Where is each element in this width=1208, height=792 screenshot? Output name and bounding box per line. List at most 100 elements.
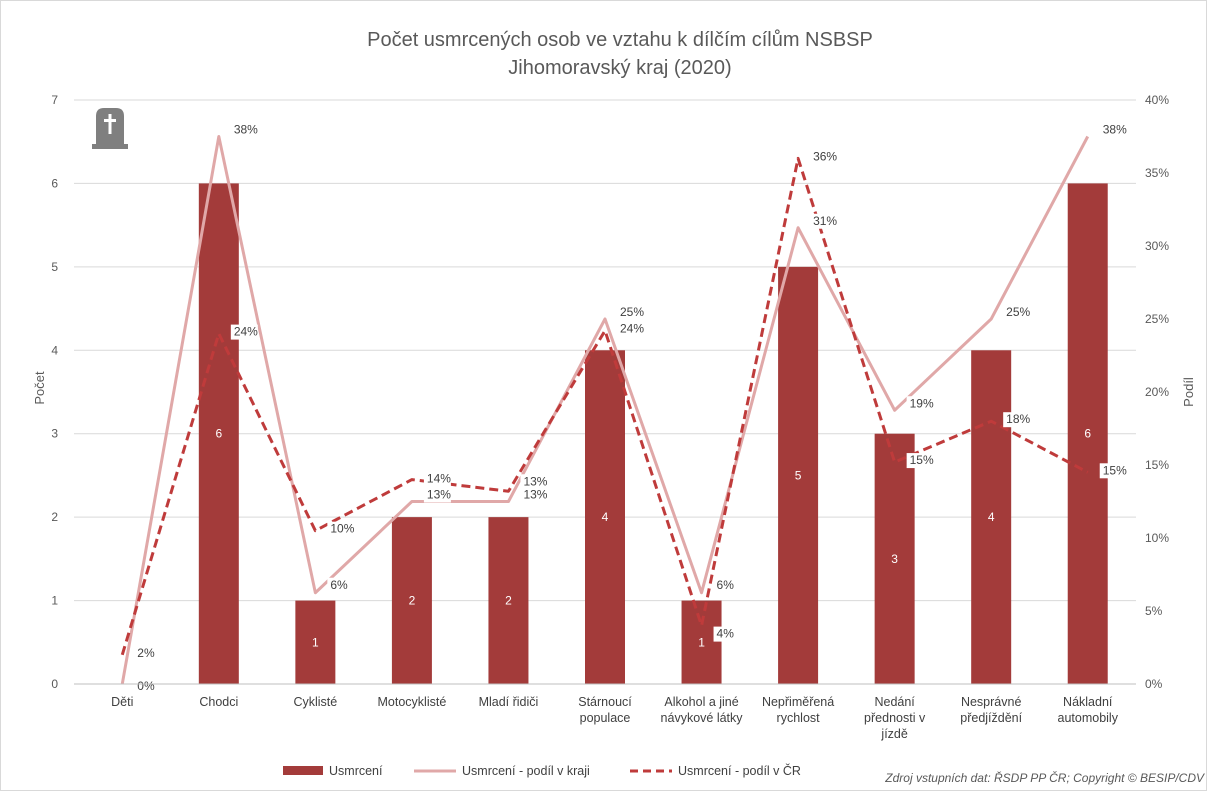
- pct-label-kraj: 6%: [330, 578, 348, 592]
- pct-label-cr: 15%: [910, 453, 934, 467]
- bar-value-label: 5: [795, 468, 802, 482]
- x-tick-label: Alkohol a jiné: [664, 695, 738, 709]
- line-podil-kraj: [120, 135, 1090, 685]
- bar: [198, 183, 239, 684]
- x-tick-label: návykové látky: [661, 711, 744, 725]
- pct-label-cr-bg: [713, 626, 734, 642]
- y2-tick-label: 10%: [1145, 531, 1169, 545]
- pct-label-cr-bg: [1003, 412, 1031, 428]
- legend-label-podil-cr: Usmrcení - podíl v ČR: [678, 763, 801, 778]
- y2-axis-title: Podíl: [1181, 377, 1196, 407]
- pct-label-kraj-bg: [713, 577, 734, 593]
- y2-tick-label: 5%: [1145, 604, 1163, 618]
- pct-label-cr: 2%: [137, 646, 155, 660]
- data-source-note: Zdroj vstupních dat: ŘSDP PP ČR; Copyrig…: [884, 770, 1205, 785]
- bar: [1067, 183, 1108, 684]
- x-tick-label: Cyklisté: [293, 695, 337, 709]
- bar: [778, 266, 819, 684]
- y-tick-label: 2: [51, 510, 58, 524]
- y-tick-label: 3: [51, 427, 58, 441]
- pct-label-kraj: 0%: [137, 679, 155, 693]
- tombstone-icon: [92, 108, 128, 149]
- pct-label-kraj-bg: [230, 122, 258, 138]
- x-tick-label: Nákladní: [1063, 695, 1113, 709]
- y-tick-label: 5: [51, 260, 58, 274]
- pct-label-cr: 24%: [234, 325, 258, 339]
- y2-tick-label: 35%: [1145, 166, 1169, 180]
- pct-label-cr: 4%: [717, 627, 735, 641]
- pct-label-cr: 24%: [620, 322, 644, 336]
- y-tick-label: 7: [51, 93, 58, 107]
- pct-label-cr: 14%: [427, 472, 451, 486]
- pct-label-kraj: 31%: [813, 214, 837, 228]
- chart-title: Počet usmrcených osob ve vztahu k dílčím…: [367, 29, 873, 51]
- pct-label-cr-bg: [617, 321, 644, 337]
- chart-subtitle: Jihomoravský kraj (2020): [508, 57, 731, 79]
- pct-label-kraj: 19%: [910, 396, 934, 410]
- pct-label-kraj: 13%: [523, 488, 547, 502]
- x-tick-label: Děti: [111, 695, 133, 709]
- x-tick-label: Stárnoucí: [578, 695, 632, 709]
- x-tick-label: Nedání: [874, 695, 915, 709]
- bar-value-label: 4: [988, 510, 995, 524]
- x-tick-label: rychlost: [777, 711, 821, 725]
- y-axis-title: Počet: [32, 371, 47, 405]
- bar: [585, 350, 625, 684]
- bar-value-label: 4: [602, 510, 609, 524]
- bar-value-label: 3: [891, 552, 898, 566]
- x-tick-label: přednosti v: [864, 711, 926, 725]
- y2-tick-label: 40%: [1145, 93, 1169, 107]
- bars: [198, 183, 1108, 684]
- line-podil-cr: [120, 156, 1089, 656]
- series-lines: [120, 135, 1090, 685]
- x-tick-label: Chodci: [199, 695, 238, 709]
- bar-value-label: 2: [505, 594, 512, 608]
- pct-label-kraj: 38%: [1103, 123, 1127, 137]
- bar: [391, 517, 432, 684]
- bar: [681, 600, 722, 684]
- x-tick-label: předjíždění: [960, 711, 1022, 725]
- pct-label-cr: 36%: [813, 149, 837, 163]
- pct-label-kraj-bg: [810, 213, 838, 229]
- y-tick-label: 4: [51, 343, 58, 357]
- y2-tick-label: 15%: [1145, 458, 1169, 472]
- y2-tick-label: 20%: [1145, 385, 1169, 399]
- pct-label-cr: 10%: [330, 522, 354, 536]
- pct-label-kraj-bg: [423, 487, 451, 503]
- pct-label-cr-bg: [327, 521, 355, 537]
- axes: 0 1 2 3 4 5 6 7 0% 5% 10% 15% 20% 25% 30% 35% 40% Děti Cho…: [51, 93, 1169, 741]
- x-tick-label: Nepřiměřená: [762, 695, 834, 709]
- pct-label-kraj: 6%: [717, 578, 735, 592]
- x-tick-label: Mladí řidiči: [479, 695, 539, 709]
- x-tick-label: populace: [580, 711, 631, 725]
- pct-label-cr-bg: [230, 324, 258, 340]
- pct-label-cr-bg: [1099, 463, 1127, 479]
- pct-label-kraj-bg: [1099, 122, 1127, 138]
- pct-label-kraj-bg: [520, 487, 548, 503]
- pct-label-cr: 15%: [1103, 463, 1127, 477]
- bar-value-label: 2: [409, 594, 416, 608]
- pct-label-cr-bg: [906, 453, 934, 469]
- y2-tick-label: 30%: [1145, 239, 1169, 253]
- pct-label-kraj: 25%: [1006, 305, 1030, 319]
- pct-label-kraj: 13%: [427, 488, 451, 502]
- legend: Usmrcení Usmrcení - podíl v kraji Usmrce…: [283, 763, 801, 778]
- y-tick-label: 1: [51, 594, 58, 608]
- bar: [971, 350, 1012, 684]
- legend-swatch-usmrceni: [283, 766, 323, 775]
- x-tick-label: Motocyklisté: [378, 695, 447, 709]
- bar: [488, 517, 529, 684]
- pct-label-kraj-bg: [906, 396, 934, 412]
- pct-label-cr: 18%: [1006, 412, 1030, 426]
- bar-value-label: 6: [1084, 427, 1091, 441]
- legend-label-podil-kraj: Usmrcení - podíl v kraji: [462, 764, 590, 778]
- bar: [874, 433, 915, 684]
- pct-label-kraj-bg: [327, 577, 348, 593]
- bar-value-label: 6: [215, 427, 222, 441]
- y-tick-label: 0: [51, 677, 58, 691]
- pct-label-kraj-bg: [134, 679, 155, 694]
- y-tick-label: 6: [51, 176, 58, 190]
